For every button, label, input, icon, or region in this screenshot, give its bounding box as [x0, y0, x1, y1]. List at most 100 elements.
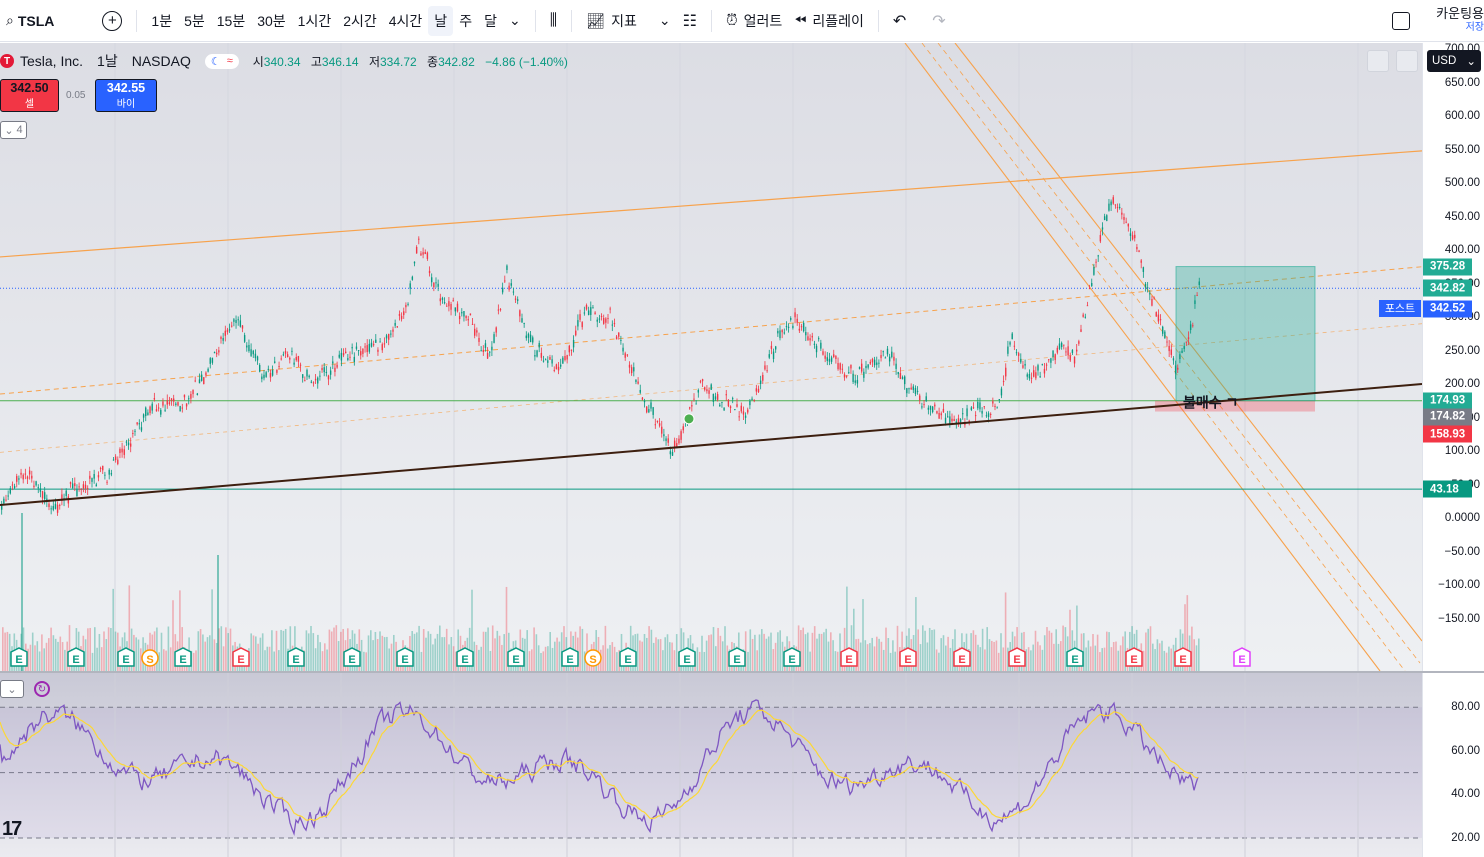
- interval-4[interactable]: 1시간: [297, 12, 332, 29]
- candle-body: [691, 405, 693, 407]
- earnings-event-icon[interactable]: E: [232, 647, 250, 667]
- redo-button[interactable]: ↷: [926, 6, 951, 36]
- channel-upper-line[interactable]: [0, 150, 1422, 258]
- interval-5[interactable]: 2시간: [343, 12, 377, 29]
- candle-body: [955, 421, 957, 424]
- candle-body: [157, 407, 160, 409]
- earnings-event-icon[interactable]: E: [1125, 647, 1143, 667]
- indicators-dropdown[interactable]: ⌄: [653, 6, 677, 36]
- signal-marker-icon[interactable]: [683, 413, 695, 425]
- interval-7[interactable]: 날: [428, 5, 454, 36]
- svg-text:E: E: [1179, 654, 1186, 666]
- earnings-event-icon[interactable]: E: [1008, 647, 1026, 667]
- split-event-icon[interactable]: S: [584, 649, 602, 667]
- interval-9[interactable]: 달: [484, 12, 497, 29]
- alert-button[interactable]: ⏰︎ 얼러트: [720, 6, 788, 36]
- candle-body: [742, 411, 745, 415]
- earnings-event-icon[interactable]: E: [783, 647, 801, 667]
- interval-3[interactable]: 30분: [257, 12, 286, 29]
- pane-settings-button[interactable]: [1396, 50, 1418, 72]
- layout-button[interactable]: ☷: [677, 6, 703, 36]
- main-chart-pane[interactable]: 불매수 ㄱ E E E S E E E E E E E E S E E E E E E E E E E E E: [0, 43, 1422, 671]
- rsi-chart[interactable]: [0, 673, 1422, 857]
- earnings-event-icon[interactable]: E: [507, 647, 525, 667]
- indicator-collapse-button[interactable]: ⌄ 4: [0, 121, 27, 139]
- chart-type-button[interactable]: ⫼: [544, 6, 563, 36]
- candle-body: [830, 357, 833, 362]
- price-tick: 200.00: [1444, 378, 1480, 390]
- long-position-target[interactable]: [1175, 266, 1316, 402]
- volume-bar: [991, 640, 993, 671]
- compare-button[interactable]: +: [96, 6, 128, 36]
- earnings-event-icon[interactable]: E: [953, 647, 971, 667]
- symbol-search[interactable]: ⌕ TSLA: [0, 6, 60, 36]
- long-position-stop[interactable]: [1155, 400, 1315, 412]
- descending-channel-line[interactable]: [937, 43, 1421, 664]
- earnings-event-icon[interactable]: E: [117, 647, 135, 667]
- earnings-event-icon[interactable]: E: [1174, 647, 1192, 667]
- rsi-pane[interactable]: [0, 673, 1422, 857]
- volume-bar: [425, 637, 427, 671]
- replay-button[interactable]: ⏪︎ 리플레이: [788, 6, 870, 36]
- trend-line[interactable]: [0, 383, 1422, 506]
- undo-button[interactable]: ↶: [887, 6, 912, 36]
- buy-button[interactable]: 342.55 바이: [95, 79, 157, 112]
- currency-selector[interactable]: USD ⌄: [1427, 50, 1481, 72]
- interval-0[interactable]: 1분: [151, 12, 173, 29]
- earnings-event-icon[interactable]: E: [396, 647, 414, 667]
- earnings-event-icon[interactable]: E: [67, 647, 85, 667]
- earnings-event-icon[interactable]: E: [343, 647, 361, 667]
- earnings-event-icon[interactable]: E: [456, 647, 474, 667]
- pane-maximize-button[interactable]: [1367, 50, 1389, 72]
- candle-body: [620, 339, 622, 341]
- earnings-event-icon[interactable]: E: [174, 647, 192, 667]
- rsi-axis[interactable]: 80.00 60.00 40.00 20.00: [1422, 673, 1484, 857]
- price-chart[interactable]: 불매수 ㄱ E E E S E E E E E E E E S E E E E E E E E E E E E: [0, 43, 1422, 671]
- price-axis[interactable]: USD ⌄ 700.00 650.00 600.00 550.00 500.00 450.…: [1422, 43, 1484, 671]
- refresh-icon[interactable]: ↻: [34, 681, 50, 697]
- candle-body: [130, 443, 132, 447]
- fullscreen-icon[interactable]: [1392, 12, 1411, 30]
- interval-1[interactable]: 5분: [184, 12, 205, 29]
- rsi-collapse-button[interactable]: ⌄: [0, 680, 24, 698]
- volume-bar: [876, 636, 878, 671]
- legend-toggle[interactable]: ☾ ≈: [204, 53, 239, 69]
- volume-bar: [669, 642, 671, 671]
- earnings-event-icon[interactable]: E: [619, 647, 637, 667]
- candle-body: [839, 363, 841, 370]
- earnings-event-icon[interactable]: E: [728, 647, 746, 667]
- tradingview-logo[interactable]: 17: [2, 818, 22, 840]
- earnings-event-icon[interactable]: E: [561, 647, 579, 667]
- candle-body: [843, 374, 846, 378]
- descending-channel-line[interactable]: [921, 43, 1406, 671]
- earnings-event-icon[interactable]: E: [840, 647, 858, 667]
- earnings-event-icon[interactable]: E: [899, 647, 917, 667]
- earnings-event-icon[interactable]: E: [287, 647, 305, 667]
- symbol-name[interactable]: Tesla, Inc.: [20, 53, 84, 69]
- split-event-icon[interactable]: S: [141, 649, 159, 667]
- earnings-event-icon[interactable]: E: [678, 647, 696, 667]
- pane-divider[interactable]: [0, 671, 1484, 673]
- interval-dropdown[interactable]: ⌄: [503, 6, 527, 36]
- candle-body: [93, 474, 95, 479]
- interval-8[interactable]: 주: [459, 12, 473, 29]
- candle-body: [431, 277, 433, 283]
- interval-6[interactable]: 4시간: [388, 12, 423, 29]
- interval-2[interactable]: 15분: [216, 12, 246, 29]
- candle-body: [1116, 206, 1119, 209]
- volume-bar: [282, 630, 285, 671]
- descending-channel-line[interactable]: [904, 43, 1381, 671]
- earnings-event-icon[interactable]: E: [10, 647, 28, 667]
- candle-body: [532, 337, 534, 343]
- volume-bar: [220, 626, 223, 671]
- volume-bar: [386, 636, 388, 671]
- save-layout-button[interactable]: 카운팅용 저장: [1436, 7, 1484, 35]
- sell-button[interactable]: 342.50 셀: [0, 79, 59, 112]
- annotation-text[interactable]: 불매수 ㄱ: [1183, 394, 1238, 410]
- volume-bar: [885, 627, 887, 671]
- volume-bar: [949, 647, 952, 671]
- volume-bar: [307, 633, 310, 671]
- earnings-event-icon[interactable]: E: [1066, 647, 1084, 667]
- indicators-button[interactable]: 📈︎ 지표: [580, 6, 643, 36]
- earnings-event-icon[interactable]: E: [1233, 647, 1251, 667]
